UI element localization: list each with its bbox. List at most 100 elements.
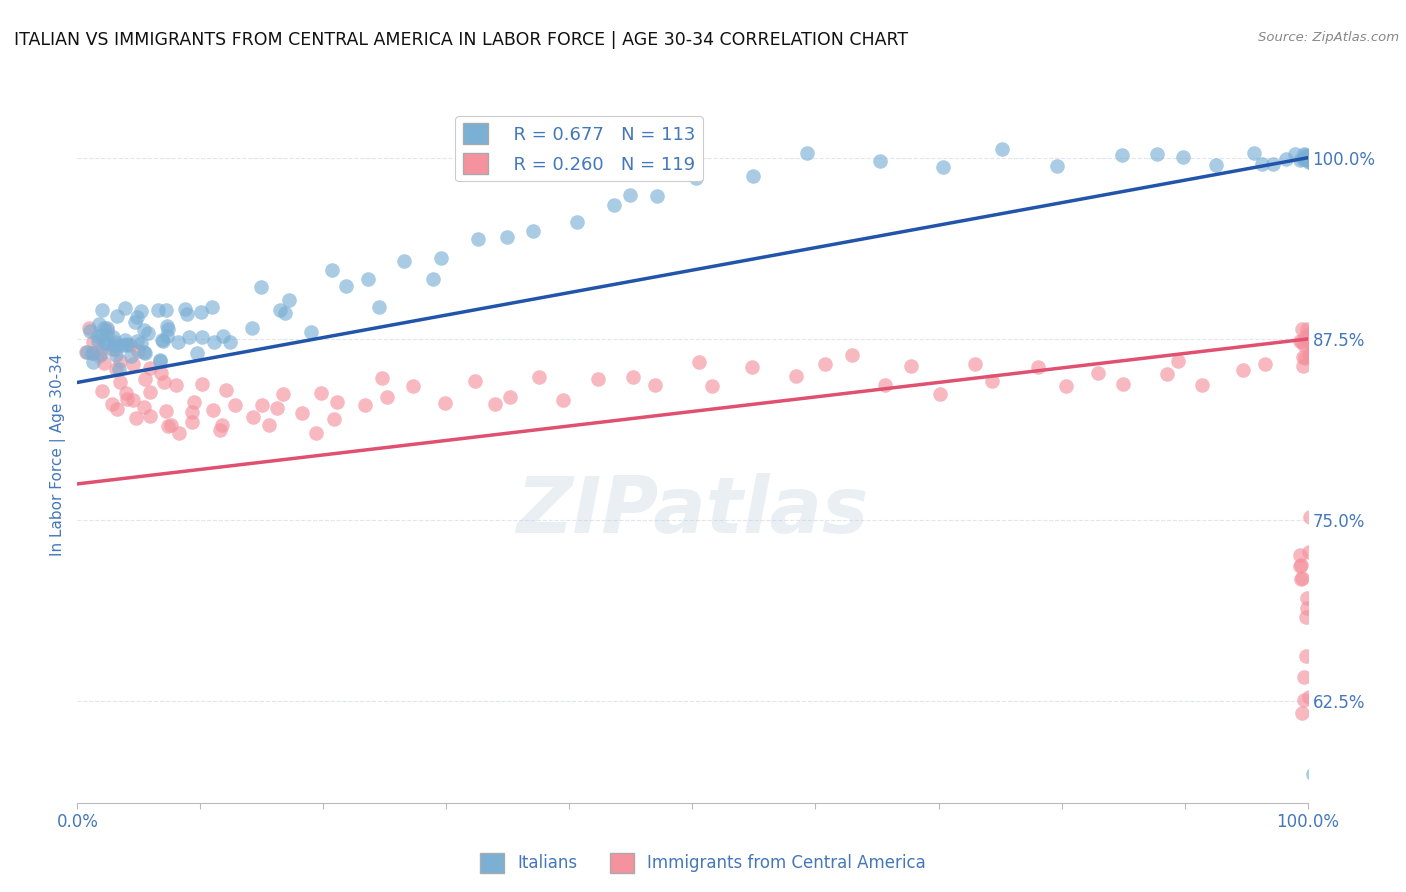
Point <box>1026 359 1049 374</box>
Point <box>105 401 128 416</box>
Point <box>1296 322 1319 336</box>
Point <box>129 335 152 350</box>
Point <box>529 369 551 384</box>
Point <box>160 417 183 432</box>
Point <box>619 188 641 202</box>
Point <box>93 321 115 335</box>
Point <box>1305 143 1327 157</box>
Point <box>157 419 180 434</box>
Point <box>1298 150 1320 164</box>
Point <box>1298 149 1320 163</box>
Point <box>1289 549 1312 563</box>
Point <box>179 330 201 344</box>
Point <box>82 346 104 360</box>
Point <box>375 390 398 404</box>
Point <box>211 418 233 433</box>
Point <box>278 293 301 307</box>
Point <box>1298 690 1320 704</box>
Point <box>1250 157 1272 171</box>
Point <box>1299 350 1322 364</box>
Point <box>131 304 153 318</box>
Point <box>1171 150 1194 164</box>
Point <box>79 321 101 335</box>
Point <box>242 409 264 424</box>
Point <box>90 347 112 361</box>
Point <box>104 334 127 349</box>
Point <box>96 323 118 337</box>
Point <box>1294 670 1316 684</box>
Point <box>1298 510 1320 524</box>
Point <box>96 326 118 341</box>
Point <box>1291 571 1313 585</box>
Point <box>108 354 131 368</box>
Point <box>1298 326 1320 341</box>
Point <box>702 379 724 393</box>
Point <box>299 326 322 340</box>
Point <box>1289 572 1312 586</box>
Point <box>1294 330 1316 344</box>
Point <box>305 425 328 440</box>
Point <box>181 415 204 429</box>
Point <box>1292 337 1315 351</box>
Point <box>353 398 375 412</box>
Text: Source: ZipAtlas.com: Source: ZipAtlas.com <box>1258 31 1399 45</box>
Point <box>105 309 128 323</box>
Point <box>87 334 110 348</box>
Point <box>1298 153 1320 168</box>
Point <box>1298 347 1320 361</box>
Point <box>565 215 588 229</box>
Point <box>101 342 124 356</box>
Point <box>929 387 952 401</box>
Point <box>120 349 142 363</box>
Point <box>467 232 489 246</box>
Point <box>796 146 818 161</box>
Point <box>588 372 610 386</box>
Text: ZIPatlas: ZIPatlas <box>516 473 869 549</box>
Point <box>368 300 391 314</box>
Point <box>121 357 143 371</box>
Point <box>250 280 273 294</box>
Point <box>101 337 124 351</box>
Point <box>115 338 138 352</box>
Point <box>156 328 179 343</box>
Point <box>114 301 136 316</box>
Point <box>1295 152 1317 166</box>
Point <box>1296 153 1319 167</box>
Point <box>180 404 202 418</box>
Point <box>152 334 174 349</box>
Point <box>869 154 891 169</box>
Point <box>108 375 131 389</box>
Legend: Italians, Immigrants from Central America: Italians, Immigrants from Central Americ… <box>474 847 932 880</box>
Point <box>1191 378 1213 392</box>
Point <box>685 171 707 186</box>
Point <box>104 348 127 362</box>
Point <box>1111 148 1133 162</box>
Point <box>991 142 1014 156</box>
Point <box>1205 158 1227 172</box>
Point <box>1284 147 1306 161</box>
Point <box>1289 559 1312 574</box>
Point <box>1291 706 1313 720</box>
Point <box>1232 362 1254 376</box>
Point <box>1301 155 1323 169</box>
Point <box>1308 152 1330 166</box>
Point <box>291 406 314 420</box>
Point <box>1292 351 1315 365</box>
Point <box>201 301 224 315</box>
Point <box>1298 155 1320 169</box>
Point <box>96 335 118 350</box>
Point <box>224 398 246 412</box>
Point <box>208 423 231 437</box>
Point <box>325 395 347 409</box>
Point <box>91 327 114 342</box>
Point <box>1292 152 1315 166</box>
Point <box>134 400 156 414</box>
Point <box>76 344 98 359</box>
Point <box>1289 153 1312 168</box>
Point <box>1296 591 1319 605</box>
Point <box>96 320 118 334</box>
Point <box>201 403 224 417</box>
Point <box>1167 353 1189 368</box>
Point <box>1299 151 1322 165</box>
Point <box>155 404 177 418</box>
